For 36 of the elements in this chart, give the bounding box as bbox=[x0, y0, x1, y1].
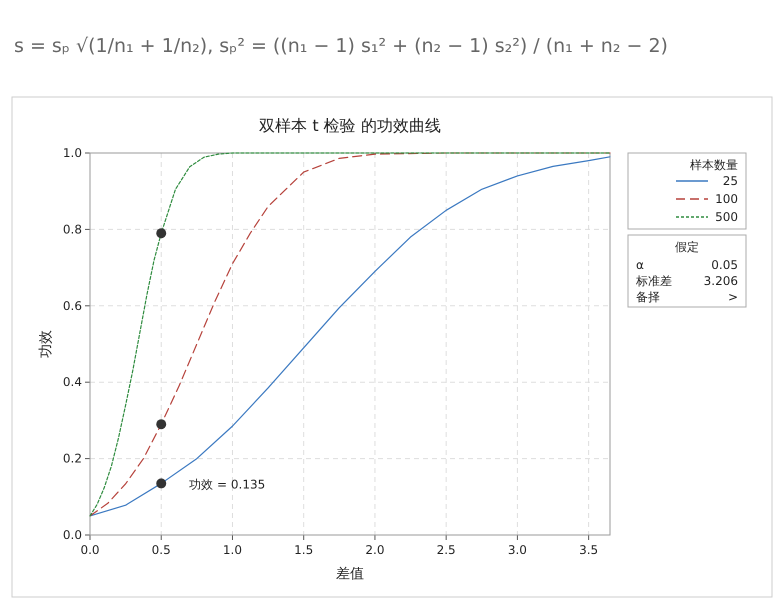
x-tick-label: 3.0 bbox=[508, 543, 527, 557]
y-tick-label: 0.8 bbox=[62, 222, 82, 236]
y-tick-label: 0.2 bbox=[62, 452, 82, 466]
y-tick-label: 0.6 bbox=[62, 298, 82, 313]
y-tick-label: 0.4 bbox=[62, 375, 82, 390]
y-tick-label: 1.0 bbox=[62, 146, 82, 160]
legend-label: 500 bbox=[715, 210, 738, 224]
legend-item: 25 bbox=[676, 174, 738, 188]
point bbox=[156, 478, 166, 488]
text: > bbox=[728, 290, 738, 304]
legend-label: 25 bbox=[722, 174, 738, 188]
text: s = sₚ √(1/n₁ + 1/n₂), sₚ² = ((n₁ − 1) s₁² + (n₂ − 1) s₂²) / (n₁ + n₂ − 2) bbox=[14, 35, 668, 57]
legend-item: 100 bbox=[676, 192, 738, 206]
text: 3.206 bbox=[704, 274, 738, 288]
x-tick-label: 1.0 bbox=[222, 543, 242, 557]
legend-label: 100 bbox=[715, 192, 738, 206]
point bbox=[156, 419, 166, 430]
x-tick-label: 0.5 bbox=[152, 543, 171, 557]
chart-title: 双样本 t 检验 的功效曲线 bbox=[259, 116, 441, 135]
text: 标准差 bbox=[635, 274, 672, 288]
x-axis-title: 差值 bbox=[336, 566, 364, 582]
y-tick-label: 0.0 bbox=[62, 528, 82, 542]
x-tick-label: 0.0 bbox=[80, 543, 100, 557]
x-tick-label: 3.5 bbox=[579, 543, 598, 557]
x-tick-label: 2.5 bbox=[436, 543, 456, 557]
legend-title: 样本数量 bbox=[690, 158, 738, 172]
y-axis-title: 功效 bbox=[38, 330, 54, 358]
text: α bbox=[636, 258, 644, 272]
point bbox=[156, 228, 166, 238]
text: 0.05 bbox=[711, 258, 738, 272]
x-tick-label: 2.0 bbox=[365, 543, 384, 557]
text: 备择 bbox=[636, 290, 660, 304]
text: 假定 bbox=[675, 240, 699, 254]
x-tick-label: 1.5 bbox=[294, 543, 314, 557]
legend-item: 500 bbox=[676, 210, 738, 224]
annotation: 功效 = 0.135 bbox=[189, 477, 266, 492]
